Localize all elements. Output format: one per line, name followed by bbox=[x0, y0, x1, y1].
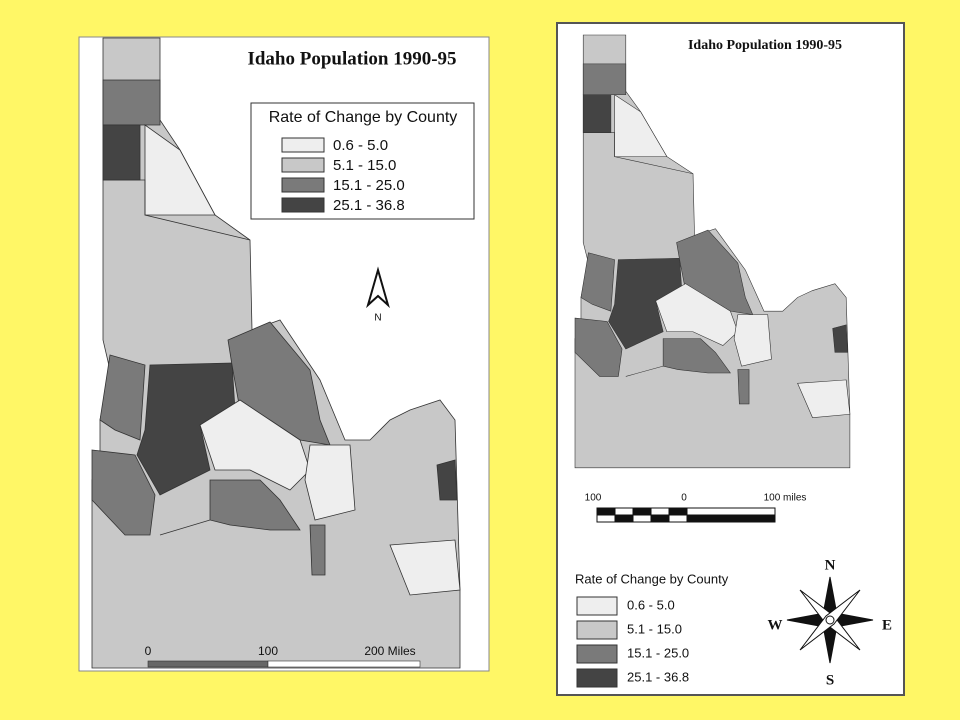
legend-swatch bbox=[576, 668, 618, 688]
map-title: Idaho Population 1990-95 bbox=[247, 48, 456, 69]
scale-bar bbox=[147, 660, 269, 668]
compass-rose bbox=[786, 576, 874, 664]
scale-label: 100 bbox=[585, 493, 602, 504]
legend-swatch bbox=[281, 177, 325, 193]
north-label: N bbox=[374, 313, 381, 324]
legend-swatch bbox=[576, 644, 618, 664]
scale-bar bbox=[596, 507, 776, 523]
legend-label: 15.1 - 25.0 bbox=[627, 645, 689, 660]
compass-label: S bbox=[826, 672, 834, 688]
legend-label: 25.1 - 36.8 bbox=[627, 669, 689, 684]
legend-label: 0.6 - 5.0 bbox=[333, 137, 388, 154]
legend-label: 5.1 - 15.0 bbox=[627, 621, 682, 636]
scale-label: 0 bbox=[145, 644, 152, 658]
legend-swatch bbox=[576, 596, 618, 616]
scale-label: 100 miles bbox=[764, 493, 807, 504]
scale-label: 0 bbox=[681, 493, 687, 504]
compass-label: N bbox=[825, 557, 836, 573]
legend-label: 15.1 - 25.0 bbox=[333, 177, 405, 194]
legend-label: 0.6 - 5.0 bbox=[627, 597, 675, 612]
scale-bar bbox=[267, 660, 421, 668]
legend-swatch bbox=[281, 197, 325, 213]
legend-title: Rate of Change by County bbox=[575, 571, 729, 586]
scale-label: 100 bbox=[258, 644, 278, 658]
legend-swatch bbox=[281, 137, 325, 153]
scale-label: 200 Miles bbox=[364, 644, 415, 658]
compass-label: E bbox=[882, 617, 892, 633]
map-title: Idaho Population 1990-95 bbox=[688, 38, 842, 53]
legend-swatch bbox=[281, 157, 325, 173]
legend-swatch bbox=[576, 620, 618, 640]
compass-label: W bbox=[768, 617, 783, 633]
legend-label: 25.1 - 36.8 bbox=[333, 197, 405, 214]
legend-title: Rate of Change by County bbox=[269, 109, 458, 126]
legend-label: 5.1 - 15.0 bbox=[333, 157, 396, 174]
north-arrow bbox=[366, 266, 390, 309]
